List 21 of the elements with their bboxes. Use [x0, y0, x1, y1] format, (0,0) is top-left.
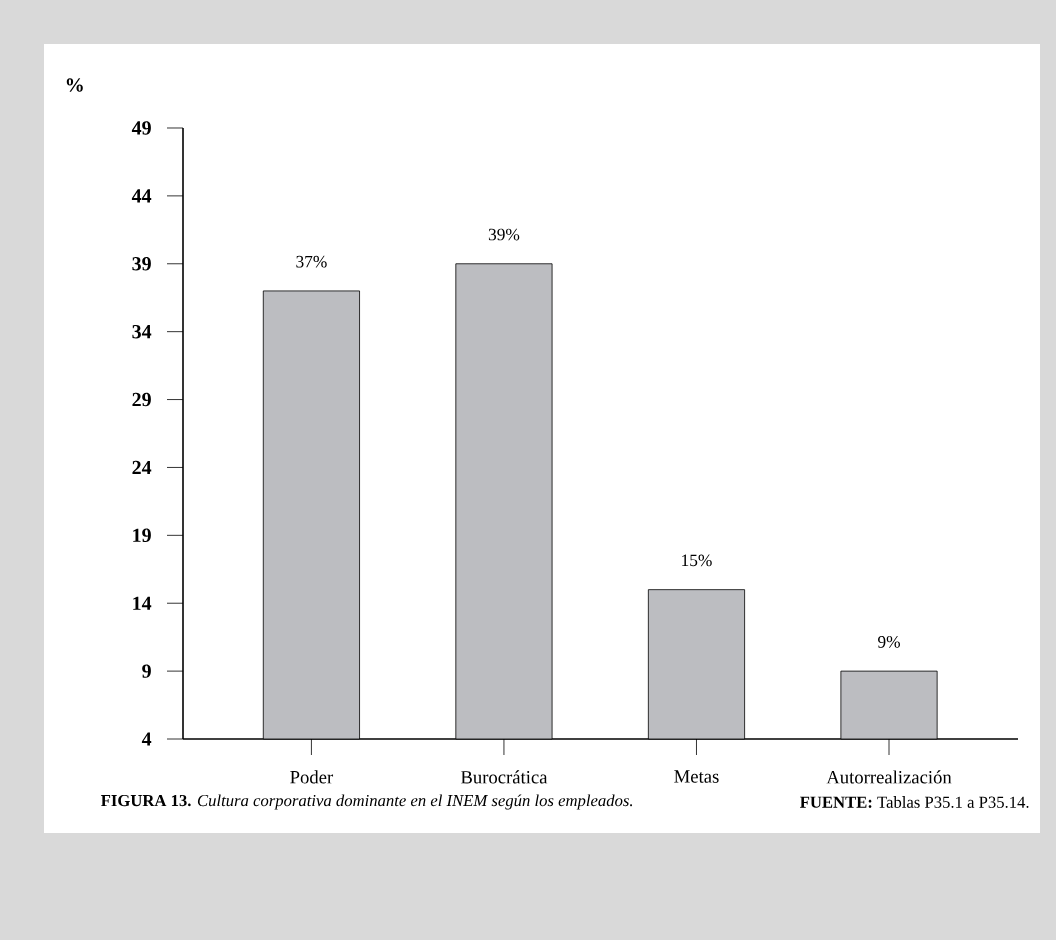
y-tick-label: 39 — [132, 257, 151, 271]
data-label: 37% — [296, 255, 327, 268]
data-label: 15% — [682, 554, 712, 567]
y-tick-label: 24 — [132, 460, 152, 475]
y-tick-label: 19 — [133, 528, 151, 543]
data-label: 9% — [878, 635, 900, 648]
y-tick-label: 29 — [132, 392, 151, 407]
y-tick-label: 34 — [132, 324, 152, 339]
y-tick-label: 4 — [141, 732, 152, 746]
x-tick-label: Autorrealización — [826, 770, 952, 784]
y-tick-label: 49 — [131, 121, 151, 135]
x-tick-label: Poder — [290, 770, 334, 784]
text: FIGURA 13. Cultura corporativa dominante en el INEM según los empleados. — [101, 794, 633, 810]
y-tick-label: 9 — [142, 664, 151, 678]
y-tick-label: 14 — [133, 596, 152, 610]
y-tick-label: 44 — [131, 189, 152, 203]
x-tick-label: Metas — [674, 770, 719, 783]
text: FUENTE: Tablas P35.1 a P35.14. — [800, 796, 1029, 808]
x-tick-label: Burocrática — [460, 770, 548, 784]
data-label: 39% — [488, 228, 520, 241]
y-axis-title: % — [66, 78, 83, 92]
